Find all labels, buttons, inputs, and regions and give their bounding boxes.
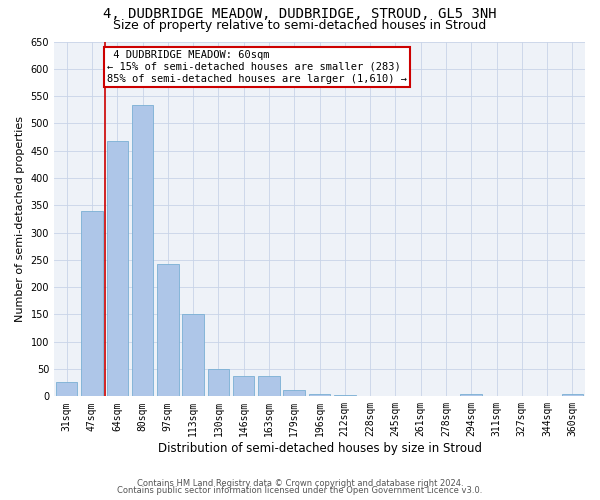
Bar [81,210,103,396]
Bar [283,390,305,396]
Y-axis label: Number of semi-detached properties: Number of semi-detached properties [15,116,25,322]
Bar [309,394,330,396]
Text: Size of property relative to semi-detached houses in Stroud: Size of property relative to semi-detach… [113,18,487,32]
Text: 4 DUDBRIDGE MEADOW: 60sqm
← 15% of semi-detached houses are smaller (283)
85% of: 4 DUDBRIDGE MEADOW: 60sqm ← 15% of semi-… [107,50,407,84]
Bar [233,376,254,396]
Bar [182,314,204,396]
Bar [208,369,229,396]
Text: Contains HM Land Registry data © Crown copyright and database right 2024.: Contains HM Land Registry data © Crown c… [137,478,463,488]
Bar [562,394,583,396]
Bar [258,376,280,396]
Bar [56,382,77,396]
Bar [132,106,153,397]
Text: Contains public sector information licensed under the Open Government Licence v3: Contains public sector information licen… [118,486,482,495]
Bar [107,141,128,397]
X-axis label: Distribution of semi-detached houses by size in Stroud: Distribution of semi-detached houses by … [158,442,482,455]
Text: 4, DUDBRIDGE MEADOW, DUDBRIDGE, STROUD, GL5 3NH: 4, DUDBRIDGE MEADOW, DUDBRIDGE, STROUD, … [103,8,497,22]
Bar [334,394,356,396]
Bar [460,394,482,396]
Bar [157,264,179,396]
